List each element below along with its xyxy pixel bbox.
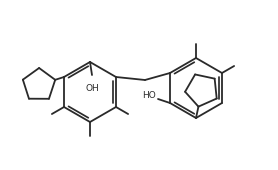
Text: HO: HO: [142, 91, 156, 100]
Text: OH: OH: [85, 84, 99, 93]
